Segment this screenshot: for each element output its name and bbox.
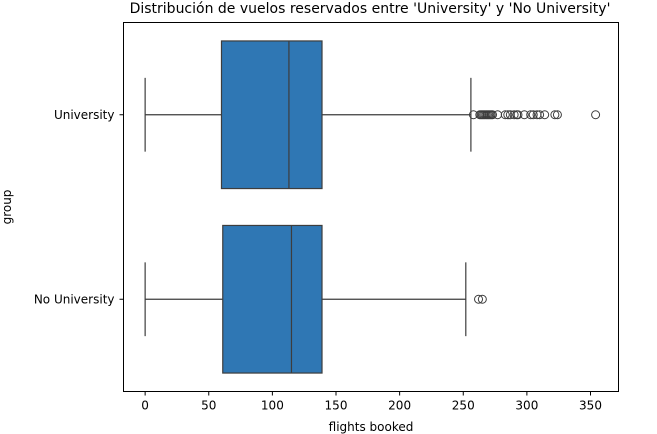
- outlier-point: [550, 110, 560, 120]
- outlier-point: [552, 110, 562, 120]
- x-axis-ticks: 0 50 100 150 200 250 300 350: [141, 391, 602, 413]
- x-tick-label: 150: [325, 399, 348, 413]
- outlier-point: [540, 110, 550, 120]
- outlier-point: [500, 110, 510, 120]
- box-group: [144, 40, 601, 190]
- outlier-point: [474, 294, 484, 304]
- iqr-box: [222, 224, 323, 374]
- chart-title: Distribución de vuelos reservados entre …: [130, 1, 611, 17]
- axes-frame: [123, 22, 619, 392]
- outlier-point: [526, 110, 536, 120]
- outlier-point: [519, 110, 529, 120]
- x-tick-label: 350: [579, 399, 602, 413]
- x-tick-label: 200: [388, 399, 411, 413]
- y-tick-label: University: [54, 108, 115, 122]
- outlier-point: [503, 110, 513, 120]
- x-tick-label: 0: [141, 399, 149, 413]
- x-tick-label: 300: [515, 399, 538, 413]
- x-tick-label: 250: [452, 399, 475, 413]
- x-axis-label: flights booked: [329, 420, 414, 434]
- iqr-box: [220, 40, 323, 190]
- outlier-point: [591, 110, 601, 120]
- x-tick-label: 50: [201, 399, 216, 413]
- y-axis-label: group: [0, 190, 14, 225]
- y-tick-label: No University: [34, 292, 115, 306]
- outlier-point: [477, 294, 487, 304]
- y-axis-ticks: University No University: [34, 108, 124, 306]
- outlier-point: [513, 110, 523, 120]
- plot-area: [144, 40, 601, 374]
- box-group: [144, 224, 487, 374]
- x-tick-label: 100: [261, 399, 284, 413]
- outlier-point: [509, 110, 519, 120]
- outlier-point: [535, 110, 545, 120]
- outlier-point: [528, 110, 538, 120]
- outlier-point: [488, 110, 498, 120]
